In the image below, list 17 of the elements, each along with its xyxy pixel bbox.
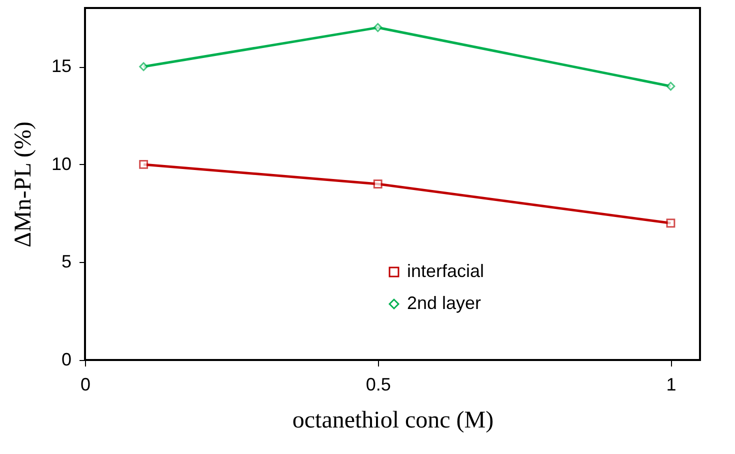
y-tick-label: 5 (61, 252, 72, 272)
x-tick-label: 1 (666, 374, 676, 394)
point (373, 23, 382, 32)
y-tick-label: 0 (61, 350, 72, 370)
x-axis-title: octanethiol conc (M) (292, 408, 494, 434)
x-tick-label: 0 (80, 374, 91, 394)
point (373, 180, 382, 188)
y-tick-label: 15 (51, 56, 72, 76)
y-axis-title: ΔMn-PL (%) (10, 122, 36, 248)
y-tick-label: 10 (51, 154, 72, 174)
point (666, 218, 676, 228)
x-tick-label: 0.5 (366, 374, 391, 394)
legend-label: 2nd layer (407, 293, 482, 313)
point (139, 62, 148, 72)
point (139, 160, 148, 169)
legend-label: interfacial (407, 261, 484, 281)
point (666, 82, 676, 91)
